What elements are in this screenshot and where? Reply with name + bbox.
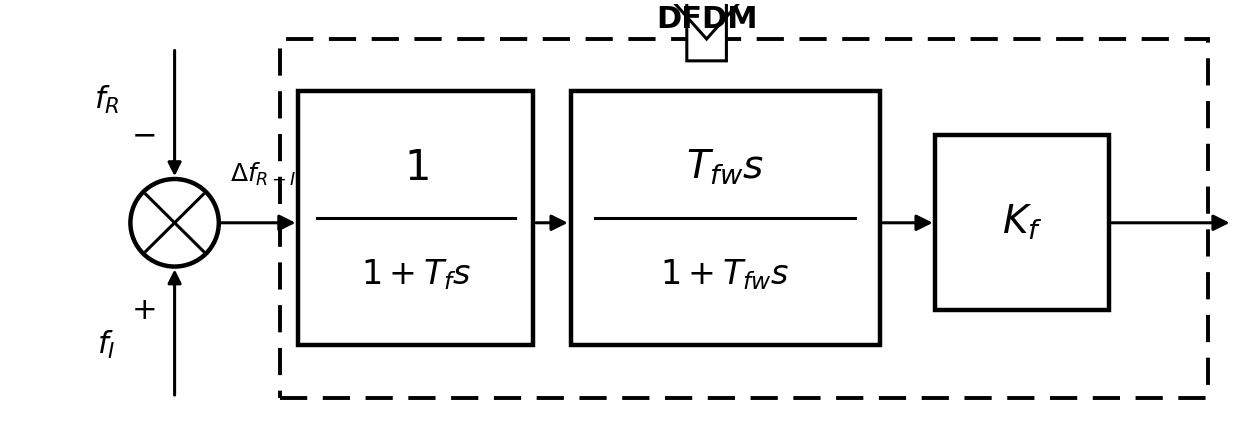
Text: $-$: $-$: [131, 120, 156, 151]
Text: $\Delta f_{R-I}$: $\Delta f_{R-I}$: [231, 160, 296, 188]
Bar: [299, 92, 533, 346]
Polygon shape: [670, 0, 744, 61]
Text: DFDM: DFDM: [656, 5, 758, 34]
Text: $f_R$: $f_R$: [94, 84, 119, 116]
Bar: [935, 135, 1109, 310]
Text: $1$: $1$: [403, 147, 428, 189]
Text: $1+T_{fw} s$: $1+T_{fw} s$: [661, 257, 790, 291]
Text: $f_I$: $f_I$: [97, 329, 115, 361]
Text: $K_f$: $K_f$: [1002, 203, 1043, 242]
Bar: [280, 39, 1208, 398]
Bar: [570, 92, 880, 346]
Text: $1+T_f s$: $1+T_f s$: [361, 257, 471, 291]
Text: $T_{fw} s$: $T_{fw} s$: [686, 148, 764, 187]
Text: $+$: $+$: [131, 295, 156, 326]
